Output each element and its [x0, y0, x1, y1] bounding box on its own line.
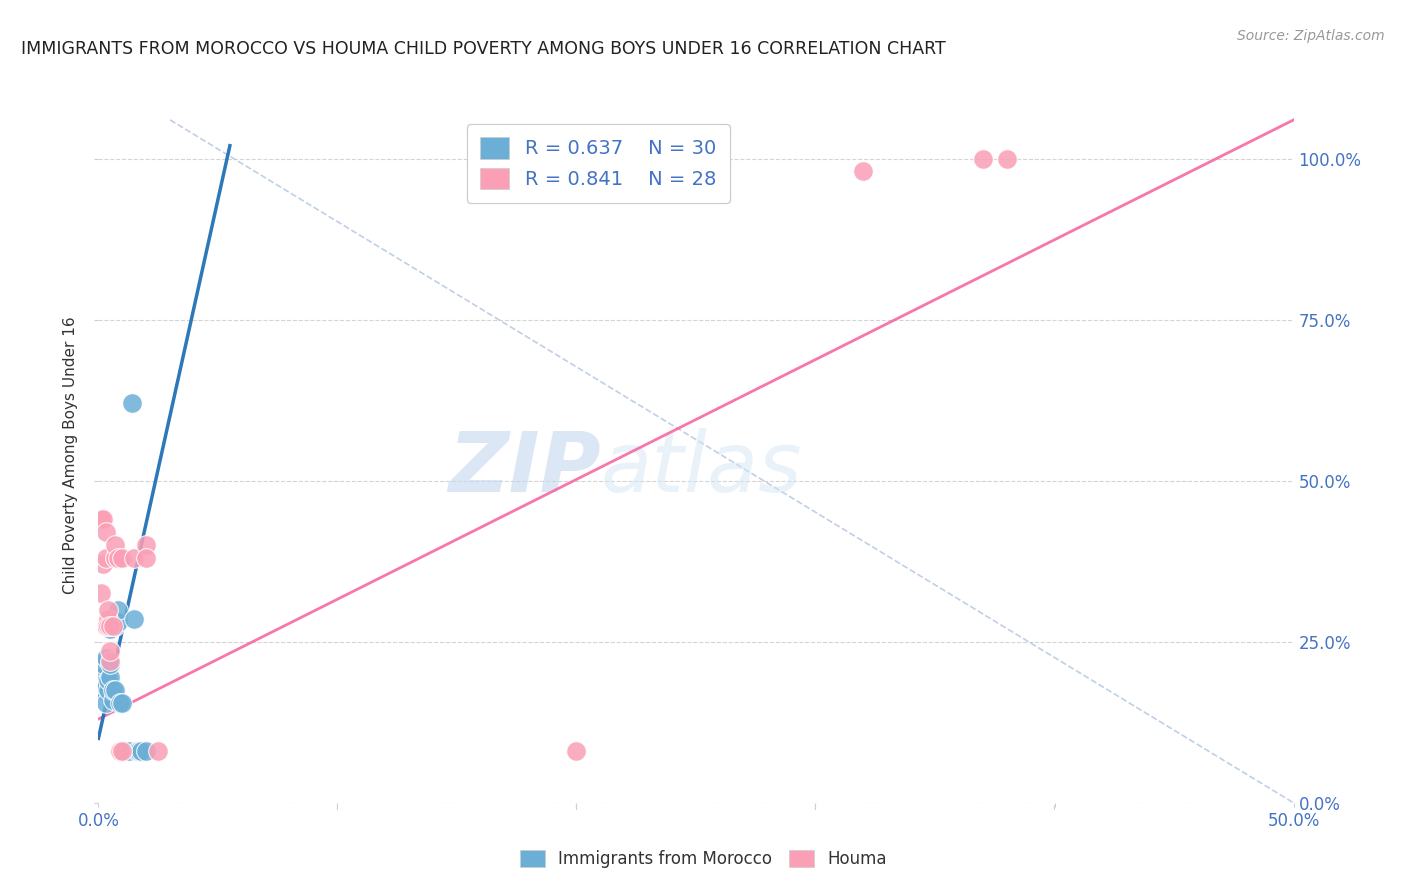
Point [97, 602, 120, 616]
Point [98, 670, 122, 684]
Point [128, 744, 150, 758]
Point [98, 644, 122, 658]
Point [135, 551, 157, 566]
Legend: Immigrants from Morocco, Houma: Immigrants from Morocco, Houma [513, 843, 893, 875]
Point [91, 657, 114, 672]
Point [91, 683, 114, 698]
Point [94, 525, 117, 540]
Point [114, 744, 136, 758]
Point [148, 744, 170, 758]
Point [104, 538, 127, 552]
Point [97, 618, 120, 632]
Point [972, 152, 994, 166]
Point [124, 551, 146, 566]
Point [90, 586, 112, 600]
Text: ZIP: ZIP [447, 428, 600, 509]
Point [101, 612, 124, 626]
Point [101, 618, 124, 632]
Point [995, 152, 1018, 166]
Point [90, 683, 112, 698]
Point [97, 673, 120, 688]
Point [111, 551, 134, 566]
Point [565, 744, 588, 758]
Point [104, 683, 127, 698]
Point [98, 657, 122, 672]
Point [90, 670, 112, 684]
Point [104, 551, 127, 566]
Point [104, 618, 127, 632]
Text: Source: ZipAtlas.com: Source: ZipAtlas.com [1237, 29, 1385, 43]
Point [98, 618, 122, 632]
Point [101, 683, 124, 698]
Point [111, 696, 134, 710]
Point [101, 692, 124, 706]
Point [94, 680, 117, 694]
Point [91, 676, 114, 690]
Point [131, 744, 153, 758]
Point [852, 164, 875, 178]
Point [125, 744, 148, 758]
Point [118, 744, 141, 758]
Point [121, 396, 143, 410]
Point [108, 744, 131, 758]
Point [107, 615, 129, 630]
Point [94, 618, 117, 632]
Point [135, 538, 157, 552]
Point [90, 512, 112, 526]
Text: atlas: atlas [600, 428, 801, 509]
Point [107, 602, 129, 616]
Y-axis label: Child Poverty Among Boys Under 16: Child Poverty Among Boys Under 16 [63, 316, 79, 594]
Point [97, 612, 120, 626]
Point [91, 512, 114, 526]
Point [111, 744, 134, 758]
Point [135, 744, 157, 758]
Legend: R = 0.637    N = 30, R = 0.841    N = 28: R = 0.637 N = 30, R = 0.841 N = 28 [467, 124, 730, 203]
Point [91, 558, 114, 572]
Point [94, 696, 117, 710]
Point [98, 654, 122, 668]
Point [108, 696, 131, 710]
Point [124, 612, 146, 626]
Point [107, 551, 129, 566]
Point [94, 551, 117, 566]
Text: IMMIGRANTS FROM MOROCCO VS HOUMA CHILD POVERTY AMONG BOYS UNDER 16 CORRELATION C: IMMIGRANTS FROM MOROCCO VS HOUMA CHILD P… [21, 40, 946, 58]
Point [97, 683, 120, 698]
Point [98, 622, 122, 636]
Point [94, 651, 117, 665]
